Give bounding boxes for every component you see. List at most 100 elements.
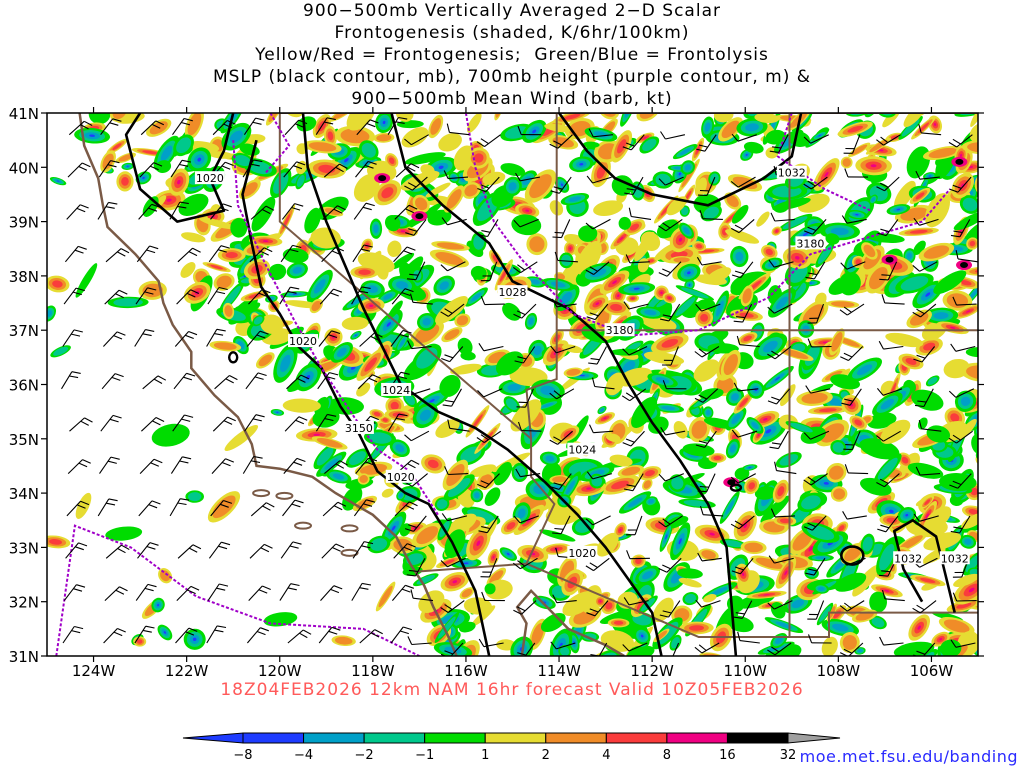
wind-barb-flag [550, 486, 560, 490]
field-blob [496, 658, 510, 664]
wind-barb-staff [672, 642, 680, 656]
wind-barb-flag [955, 249, 959, 260]
wind-barb-flag [623, 597, 630, 606]
field-blob [683, 500, 711, 507]
field-blob [494, 113, 504, 121]
wind-barb-staff [411, 134, 429, 146]
mslp-label-bg [385, 469, 416, 483]
field-blob [967, 142, 978, 153]
wind-barb-flag [399, 333, 409, 338]
wind-barb-flag [553, 186, 563, 190]
field-blob [599, 600, 602, 603]
wind-barb-staff [315, 414, 328, 432]
wind-barb-flag [517, 264, 526, 271]
wind-barb-flag [108, 201, 118, 205]
wind-barb-flag [78, 542, 88, 547]
field-blob [248, 302, 261, 313]
field-blob [560, 183, 564, 187]
field-blob [446, 189, 462, 209]
wind-barb-flag [411, 459, 420, 465]
field-blob [715, 300, 724, 317]
wind-barb-staff [411, 473, 428, 487]
wind-barb-flag [108, 498, 118, 502]
lat-tick-label: 33N [9, 539, 39, 557]
wind-barb-flag [220, 503, 229, 508]
field-blob [923, 506, 952, 533]
field-blob [968, 587, 975, 593]
wind-barb-flag [292, 244, 302, 249]
wind-barb-staff [846, 303, 865, 316]
wind-barb-flag [916, 354, 926, 359]
wind-barb-flag [329, 372, 339, 376]
wind-barb-staff [391, 584, 406, 601]
colorbar-label: 32 [780, 748, 797, 763]
wind-barb-flag [227, 416, 236, 422]
wind-barb-flag [444, 354, 454, 359]
wind-barb-flag [149, 542, 159, 546]
field-blob [829, 398, 843, 407]
wind-barb-flag [223, 420, 233, 425]
field-blob [327, 131, 334, 141]
wind-barb-flag [293, 165, 303, 170]
wind-barb-staff [176, 289, 191, 305]
wind-barb-flag [224, 161, 234, 167]
field-blob [550, 281, 566, 288]
source-url[interactable]: moe.met.fsu.edu/banding [799, 747, 1018, 766]
wind-barb-staff [322, 501, 339, 517]
field-blob [723, 353, 738, 376]
wind-barb-flag [803, 526, 813, 531]
lon-tick-label: 108W [817, 662, 861, 680]
wind-barb-flag [876, 482, 885, 488]
wind-barb-staff [956, 134, 973, 148]
wind-barb-flag [409, 501, 418, 507]
field-blob [569, 247, 572, 250]
lat-tick-label: 34N [9, 485, 39, 503]
mslp-label-bg [776, 165, 807, 179]
field-blob [311, 300, 322, 312]
field-blob [965, 555, 978, 573]
wind-barb-flag [917, 400, 927, 403]
field-blob [834, 572, 867, 592]
wind-barb-flag [78, 165, 88, 171]
wind-barb-flag [408, 524, 417, 529]
wind-barb-flag [291, 206, 301, 211]
wind-barb-flag [803, 136, 811, 144]
wind-barb-flag [118, 289, 128, 295]
wind-barb-flag [730, 476, 739, 484]
wind-barb-flag [915, 170, 921, 180]
field-blob [484, 487, 501, 507]
wind-barb-flag [770, 212, 776, 222]
field-blob [324, 208, 341, 216]
wind-barb-flag [363, 244, 373, 248]
field-blob [711, 587, 728, 595]
wind-barb-flag [698, 348, 707, 355]
wind-barb-staff [629, 388, 647, 402]
field-blob [913, 240, 926, 255]
field-blob [373, 224, 379, 234]
field-blob [507, 383, 522, 391]
field-blob [327, 397, 364, 415]
wind-barb-flag [803, 432, 811, 440]
field-blob [438, 133, 462, 152]
field-blob [901, 119, 920, 137]
field-blob [857, 649, 863, 653]
wind-barb-flag [767, 400, 777, 405]
field-blob [49, 539, 62, 545]
field-blob [616, 139, 627, 154]
field-blob [823, 481, 829, 485]
field-blob [792, 531, 813, 551]
wind-barb-staff [810, 430, 830, 440]
field-blob [713, 113, 734, 123]
wind-barb-flag [840, 262, 848, 270]
wind-barb-staff [214, 375, 230, 390]
wind-barb-flag [585, 222, 594, 230]
wind-barb-flag [588, 362, 598, 365]
wind-barb-flag [699, 485, 709, 488]
wind-barb-staff [556, 600, 577, 604]
wind-barb-flag [840, 356, 849, 361]
wind-barb-staff [447, 303, 465, 317]
wind-barb-flag [513, 609, 522, 615]
field-blob [494, 657, 514, 665]
wind-barb-staff [883, 642, 904, 646]
wind-barb-flag [113, 631, 123, 637]
